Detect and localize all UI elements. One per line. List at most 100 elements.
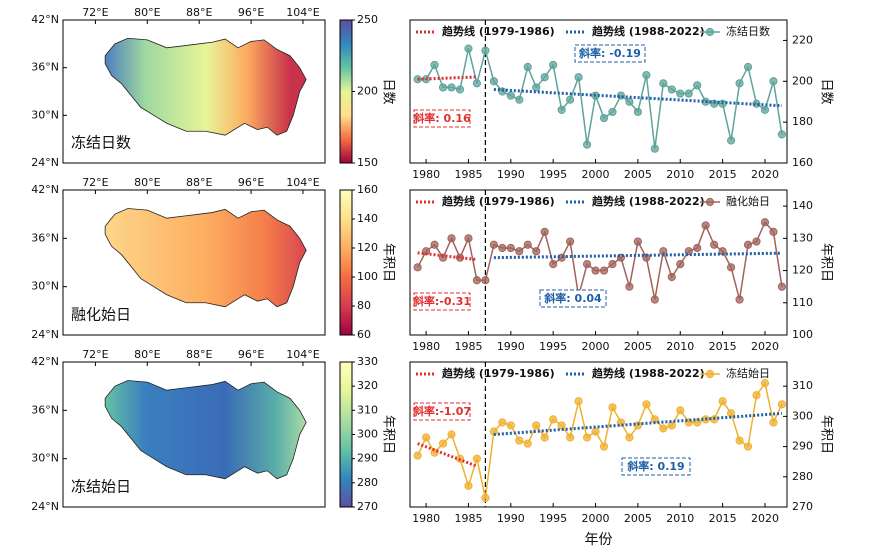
- colorbar-tick-label: 100: [357, 270, 378, 283]
- x-tick-label: 2015: [709, 512, 737, 525]
- annotation: 斜率: -0.19: [578, 46, 641, 60]
- series-point: [532, 247, 541, 256]
- map-y-tick-label: 24°N: [31, 500, 59, 513]
- y-tick-label: 140: [792, 199, 813, 212]
- colorbar-tick-label: 120: [357, 241, 378, 254]
- series-point: [523, 62, 532, 72]
- series-point: [608, 260, 617, 269]
- colorbar-tick-label: 160: [357, 183, 378, 196]
- series-point: [582, 433, 592, 442]
- trend-line: [493, 411, 783, 436]
- series-point: [752, 237, 761, 246]
- colorbar-label: 年积日: [381, 415, 396, 454]
- series-point: [760, 218, 770, 227]
- legend-label: 趋势线 (1979-1986): [442, 24, 555, 38]
- series-point: [574, 397, 583, 406]
- series-point: [760, 379, 770, 388]
- series-point: [777, 400, 787, 409]
- map-x-tick-label: 80°E: [134, 176, 160, 189]
- series-point: [676, 89, 685, 98]
- series-point: [718, 397, 727, 406]
- series-point: [506, 91, 515, 100]
- series-point: [447, 83, 456, 92]
- series-point: [693, 243, 702, 253]
- x-tick-label: 2010: [666, 340, 694, 353]
- series-point: [549, 60, 558, 70]
- annotation: 斜率: 0.19: [626, 459, 684, 473]
- series-point: [566, 95, 575, 104]
- map-x-tick-label: 80°E: [134, 348, 160, 361]
- series-line: [416, 381, 783, 499]
- annotation-box: [621, 457, 691, 476]
- map-x-tick-label: 104°E: [286, 6, 319, 19]
- map-y-tick-label: 36°N: [31, 61, 59, 74]
- annotation-box: [413, 292, 471, 311]
- map-x-tick-label: 88°E: [186, 348, 212, 361]
- series-point: [777, 282, 787, 291]
- series-point: [447, 430, 456, 439]
- series-point: [523, 439, 532, 448]
- map-y-tick-label: 30°N: [31, 108, 59, 121]
- map-y-tick-label: 42°N: [31, 355, 59, 368]
- y-axis-label: 年积日: [819, 415, 834, 454]
- y-tick-label: 180: [792, 115, 813, 128]
- series-line: [416, 220, 783, 300]
- map-x-tick-label: 96°E: [238, 348, 264, 361]
- series-point: [676, 260, 685, 269]
- colorbar-tick-label: 300: [357, 428, 378, 441]
- annotation-box: [413, 402, 471, 421]
- series-point: [735, 436, 744, 445]
- annotation: 斜率: 0.04: [543, 291, 602, 305]
- x-tick-label: 2015: [709, 340, 737, 353]
- series-point: [608, 107, 617, 117]
- x-tick-label: 1995: [539, 168, 567, 181]
- series-point: [701, 221, 710, 230]
- x-tick-label: 1990: [497, 168, 525, 181]
- series-point: [438, 439, 448, 448]
- colorbar-tick-label: 150: [357, 156, 378, 169]
- series-point: [642, 71, 651, 80]
- series-point: [532, 83, 541, 92]
- legend-label: 冻结始日: [726, 366, 770, 380]
- colorbar: [339, 19, 353, 164]
- y-tick-label: 120: [792, 264, 813, 277]
- y-tick-label: 290: [792, 440, 813, 453]
- series-point: [650, 295, 659, 304]
- plot-frame: [409, 361, 788, 508]
- x-tick-label: 1985: [454, 168, 482, 181]
- series-point: [777, 130, 787, 139]
- series-point: [447, 234, 456, 243]
- series-point: [726, 136, 736, 145]
- colorbar-tick-label: 310: [357, 403, 378, 416]
- series-point: [557, 105, 566, 114]
- x-tick-label: 1980: [412, 340, 440, 353]
- colorbar-tick-label: 140: [357, 212, 378, 225]
- colorbar-label: 日数: [381, 78, 396, 104]
- series-point: [413, 263, 422, 272]
- legend-label: 冻结日数: [726, 24, 770, 38]
- series-point: [557, 421, 566, 430]
- plateau: [104, 208, 307, 308]
- series-point: [743, 240, 753, 249]
- series-point: [582, 260, 592, 269]
- series-line: [417, 47, 783, 149]
- series-point: [684, 89, 693, 98]
- trend-line: [493, 251, 782, 260]
- map-x-tick-label: 104°E: [286, 348, 319, 361]
- map-y-tick-label: 24°N: [31, 156, 59, 169]
- series-point: [625, 282, 634, 291]
- plateau: [104, 37, 307, 136]
- x-tick-label: 1995: [539, 340, 567, 353]
- x-axis-label: 年份: [585, 532, 613, 548]
- colorbar-tick-label: 250: [357, 13, 378, 26]
- y-tick-label: 270: [792, 500, 813, 513]
- legend-marker: [705, 197, 715, 207]
- series-point: [769, 418, 778, 427]
- series-point: [574, 73, 583, 82]
- series-point: [481, 276, 490, 285]
- map-x-tick-label: 96°E: [238, 6, 264, 19]
- map-y-tick-label: 42°N: [31, 183, 59, 196]
- plateau: [104, 380, 307, 480]
- series-point: [743, 442, 753, 451]
